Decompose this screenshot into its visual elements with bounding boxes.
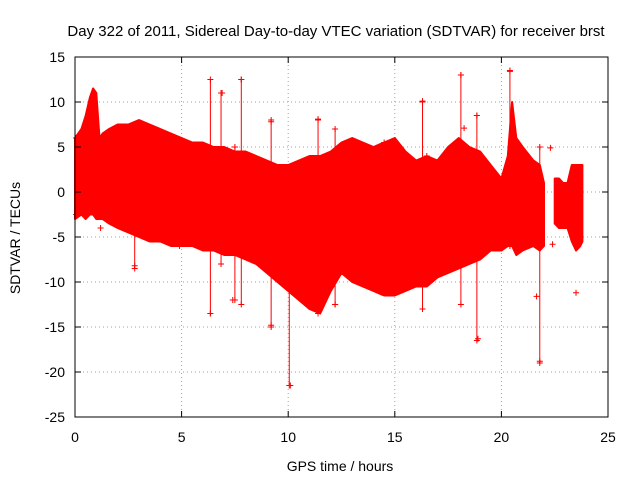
outlier-point <box>536 358 543 365</box>
outlier-point <box>549 241 556 248</box>
x-axis-label: GPS time / hours <box>287 458 394 474</box>
x-tick-label: 10 <box>280 429 296 445</box>
chart-title: Day 322 of 2011, Sidereal Day-to-day VTE… <box>67 23 605 40</box>
y-tick-label: 10 <box>49 94 65 110</box>
spike-end-marker <box>238 301 245 308</box>
outlier-point <box>533 293 540 300</box>
y-tick-label: -10 <box>45 274 65 290</box>
outlier-point <box>461 125 468 132</box>
outlier-point <box>97 225 104 231</box>
spike-end-marker <box>73 135 80 141</box>
spike-end-marker <box>207 76 214 83</box>
outlier-point <box>287 382 294 389</box>
point-cloud-late <box>553 164 584 252</box>
y-tick-label: -15 <box>45 319 65 335</box>
spike-end-marker <box>506 243 513 249</box>
x-tick-label: 15 <box>387 429 403 445</box>
outlier-point <box>229 297 236 303</box>
y-tick-label: -20 <box>45 364 65 380</box>
spike-end-marker <box>332 126 339 132</box>
y-tick-label: -5 <box>53 229 66 245</box>
spike-end-marker <box>315 310 322 317</box>
outlier-point <box>473 112 480 119</box>
spike-end-marker <box>419 306 426 312</box>
spike-end-marker <box>457 301 464 308</box>
axis-ticks: 0 5 10 15 20 25 -25 -20 -15 -10 -5 0 5 10 15 <box>45 49 616 445</box>
outlier-point <box>332 301 339 308</box>
outlier-point <box>219 90 226 96</box>
outlier-point <box>207 310 214 317</box>
outlier-point <box>176 241 183 248</box>
outlier-point <box>268 118 275 125</box>
outlier-point <box>238 76 245 83</box>
outlier-point <box>506 68 513 75</box>
outlier-point <box>547 144 554 151</box>
spike-end-marker <box>218 261 225 267</box>
outlier-point <box>381 139 388 146</box>
outlier-point <box>419 98 426 105</box>
spike-end-marker <box>176 207 183 213</box>
outlier-point <box>573 289 580 296</box>
outlier-point <box>457 72 464 78</box>
outlier-point <box>268 322 275 329</box>
spike-end-marker <box>536 144 543 150</box>
outlier-point <box>315 116 322 123</box>
data-series <box>73 67 584 389</box>
outlier-point <box>474 335 481 342</box>
y-axis-label: SDTVAR / TECUs <box>7 182 23 294</box>
spike-end-marker <box>286 270 293 276</box>
outlier-point <box>423 153 430 159</box>
y-tick-label: -25 <box>45 409 65 425</box>
outlier-point <box>131 262 138 269</box>
x-tick-label: 5 <box>178 429 186 445</box>
y-tick-label: 15 <box>49 49 65 65</box>
spike-end-marker <box>131 216 138 222</box>
spike-end-marker <box>73 211 80 218</box>
x-tick-label: 25 <box>600 429 616 445</box>
y-tick-label: 0 <box>57 184 65 200</box>
y-tick-label: 5 <box>57 139 65 155</box>
spike-end-marker <box>231 144 238 150</box>
x-tick-label: 20 <box>494 429 510 445</box>
x-tick-label: 0 <box>71 429 79 445</box>
